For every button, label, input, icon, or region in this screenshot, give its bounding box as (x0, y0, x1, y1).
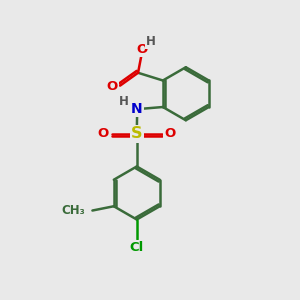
Text: H: H (146, 34, 156, 48)
Text: O: O (164, 128, 176, 140)
Text: H: H (118, 95, 128, 108)
Text: O: O (137, 43, 148, 56)
Text: CH₃: CH₃ (62, 204, 86, 217)
Text: O: O (107, 80, 118, 93)
Text: O: O (98, 128, 109, 140)
Text: S: S (131, 127, 142, 142)
Text: N: N (131, 102, 142, 116)
Text: Cl: Cl (130, 241, 144, 254)
